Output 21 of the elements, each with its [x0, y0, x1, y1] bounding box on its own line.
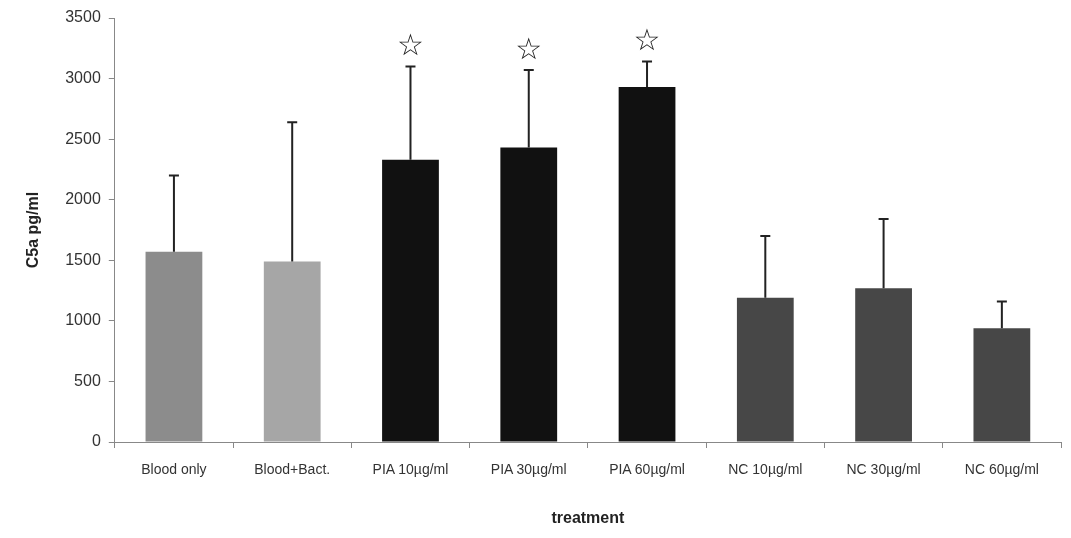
y-tick-label: 2000: [65, 190, 101, 208]
y-tick-label: 1500: [65, 250, 101, 268]
y-tick-label: 3500: [65, 8, 101, 26]
x-tick-label: PIA 10µg/ml: [372, 461, 449, 478]
x-tick-label: NC 30µg/ml: [846, 461, 921, 478]
x-tick-label: NC 10µg/ml: [728, 461, 803, 478]
x-tick-label: PIA 60µg/ml: [609, 461, 685, 478]
x-tick-label: NC 60µg/ml: [964, 461, 1039, 478]
y-tick-label: 0: [91, 432, 101, 450]
x-tick-label: Blood+Bact.: [254, 461, 331, 478]
annotation: ☆: [397, 27, 424, 63]
y-tick-label: 2500: [65, 129, 101, 147]
annotation: ☆: [515, 30, 543, 66]
annotation: ☆: [633, 22, 661, 58]
y-tick-label: 1000: [65, 311, 101, 329]
y-tick-label: 3000: [65, 68, 101, 86]
x-tick-label: Blood only: [141, 461, 207, 478]
x-tick-label: PIA 30µg/ml: [490, 461, 567, 478]
x-axis-title: treatment: [551, 508, 626, 526]
y-tick-label: 500: [74, 371, 101, 389]
y-axis-title: C5a pg/ml: [24, 191, 42, 269]
